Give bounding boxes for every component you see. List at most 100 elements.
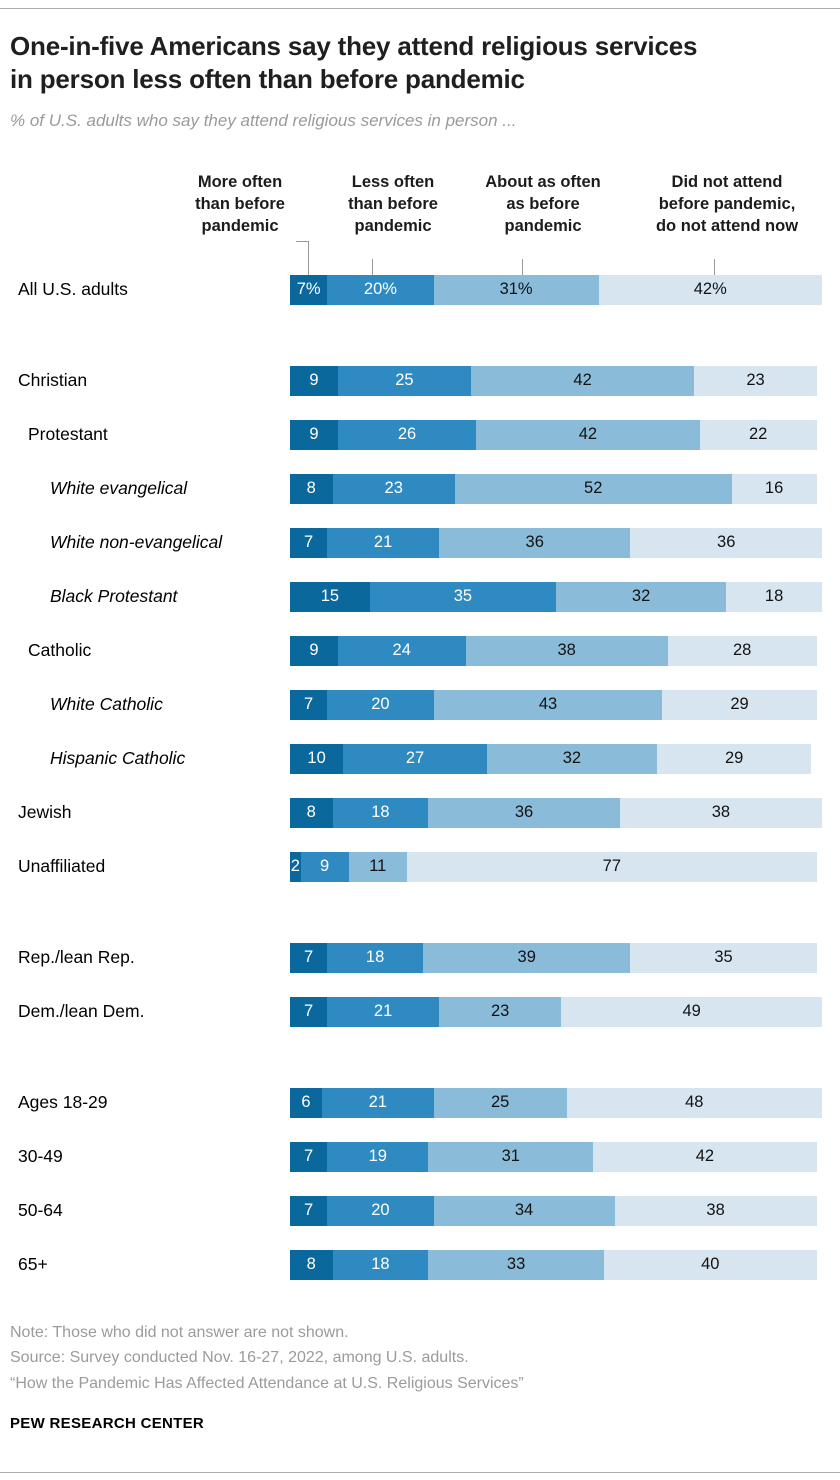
bar-segment: 21 — [321, 1087, 434, 1118]
stacked-bar: 9 24 38 28 — [290, 635, 822, 666]
stacked-bar: 7 20 43 29 — [290, 689, 822, 720]
row-label: Rep./lean Rep. — [18, 947, 135, 968]
bar-segment: 7 — [290, 527, 328, 558]
bar-value-label: 40 — [701, 1255, 720, 1274]
bar-segment: 39 — [422, 942, 631, 973]
bar-segment: 9 — [290, 419, 338, 450]
chart-row: Jewish 8 18 36 38 — [10, 797, 822, 828]
stacked-bar: 9 26 42 22 — [290, 419, 822, 450]
row-label: Protestant — [28, 424, 108, 445]
bar-segment: 77 — [407, 851, 817, 882]
bar-segment: 35 — [630, 942, 817, 973]
bar-segment: 42% — [598, 274, 822, 305]
row-label: Ages 18-29 — [18, 1092, 108, 1113]
bar-segment: 10 — [290, 743, 344, 774]
bar-segment: 18 — [726, 581, 822, 612]
bar-value-label: 31 — [501, 1147, 520, 1166]
chart-row: White evangelical 8 23 52 16 — [10, 473, 822, 504]
row-label: 30-49 — [18, 1146, 63, 1167]
source-line: Source: Survey conducted Nov. 16-27, 202… — [10, 1349, 469, 1367]
header-connector-line — [296, 240, 309, 275]
stacked-bar: 8 18 36 38 — [290, 797, 822, 828]
bar-value-label: 36 — [514, 803, 534, 822]
chart-row: Christian 9 25 42 23 — [10, 365, 822, 396]
column-header-more-often: More often than before pandemic — [195, 172, 285, 235]
bar-segment: 36 — [630, 527, 822, 558]
bar-segment: 48 — [566, 1087, 822, 1118]
row-label: Catholic — [28, 640, 92, 661]
bar-value-label: 42 — [573, 371, 592, 390]
bar-segment: 25 — [337, 365, 471, 396]
bar-segment: 28 — [667, 635, 817, 666]
chart-row: Black Protestant 15 35 32 18 — [10, 581, 822, 612]
bar-value-label: 36 — [525, 533, 544, 552]
bar-value-label: 38 — [711, 803, 731, 822]
bar-segment: 33 — [428, 1249, 604, 1280]
bar-segment: 34 — [433, 1195, 615, 1226]
bar-segment: 18 — [332, 797, 429, 828]
report-title-line: “How the Pandemic Has Affected Attendanc… — [10, 1375, 524, 1393]
row-label: All U.S. adults — [18, 279, 128, 300]
bar-value-label: 42 — [695, 1147, 715, 1166]
row-label: Christian — [18, 370, 88, 391]
bar-segment: 23 — [694, 365, 817, 396]
bottom-rule — [0, 1472, 840, 1473]
bar-value-label: 35 — [714, 948, 733, 967]
bar-segment: 42 — [476, 419, 700, 450]
bar-segment: 31% — [433, 274, 599, 305]
stacked-bar: 2 9 11 77 — [290, 851, 822, 882]
chart-row: Catholic 9 24 38 28 — [10, 635, 822, 666]
stacked-bar: 9 25 42 23 — [290, 365, 822, 396]
top-rule — [0, 8, 840, 9]
chart-notes: Note: Those who did not answer are not s… — [10, 1320, 822, 1398]
bar-value-label: 7 — [304, 695, 314, 714]
chart-row: Protestant 9 26 42 22 — [10, 419, 822, 450]
note-line: Note: Those who did not answer are not s… — [10, 1323, 349, 1341]
bar-value-label: 21 — [368, 1093, 387, 1112]
chart-row: Ages 18-29 6 21 25 48 — [10, 1087, 822, 1118]
bar-value-label: 35 — [453, 587, 473, 606]
bar-value-label: 49 — [682, 1002, 701, 1021]
bar-value-label: 42 — [578, 425, 598, 444]
chart-row: Rep./lean Rep. 7 18 39 35 — [10, 942, 822, 973]
column-header-less-often: Less often than before pandemic — [348, 172, 438, 235]
row-label: Unaffiliated — [18, 856, 106, 877]
bar-segment: 24 — [337, 635, 466, 666]
bar-value-label: 22 — [748, 425, 768, 444]
bar-segment: 11 — [348, 851, 408, 882]
chart-row: White Catholic 7 20 43 29 — [10, 689, 822, 720]
bar-segment: 26 — [337, 419, 477, 450]
bar-value-label: 25 — [395, 371, 414, 390]
bar-segment: 20 — [327, 1195, 434, 1226]
bar-segment: 7 — [290, 1195, 328, 1226]
bar-value-label: 23 — [490, 1002, 510, 1021]
bar-value-label: 10 — [307, 749, 326, 768]
bar-value-label: 39 — [517, 948, 536, 967]
chart-subtitle: % of U.S. adults who say they attend rel… — [10, 110, 517, 130]
bar-segment: 52 — [454, 473, 732, 504]
bar-segment: 21 — [327, 527, 439, 558]
chart-row: Unaffiliated 2 9 11 77 — [10, 851, 822, 882]
bar-segment: 7 — [290, 689, 328, 720]
row-group: Christian 9 25 42 23 Protestant 9 26 42 22 White e… — [10, 365, 822, 882]
bar-segment: 38 — [614, 1195, 817, 1226]
bar-segment: 9 — [300, 851, 349, 882]
bar-value-label: 2 — [290, 857, 300, 876]
column-header-about-as-often: About as often as before pandemic — [485, 172, 601, 235]
bar-segment: 49 — [561, 996, 822, 1027]
bar-segment: 25 — [433, 1087, 567, 1118]
bar-segment: 7 — [290, 1141, 328, 1172]
bar-value-label: 32 — [631, 587, 651, 606]
pew-research-center-wordmark: PEW RESEARCH CENTER — [10, 1415, 205, 1433]
bar-value-label: 7 — [304, 948, 314, 967]
bar-value-label: 38 — [706, 1201, 725, 1220]
stacked-bar: 7 20 34 38 — [290, 1195, 822, 1226]
chart-rows: All U.S. adults 7% 20% 31% 42% Christian 9 25 42… — [10, 274, 822, 1280]
row-label: White non-evangelical — [50, 532, 223, 553]
bar-segment: 7 — [290, 942, 328, 973]
bar-segment: 15 — [290, 581, 370, 612]
bar-segment: 18 — [327, 942, 423, 973]
bar-value-label: 25 — [490, 1093, 510, 1112]
header-tick — [522, 258, 523, 275]
